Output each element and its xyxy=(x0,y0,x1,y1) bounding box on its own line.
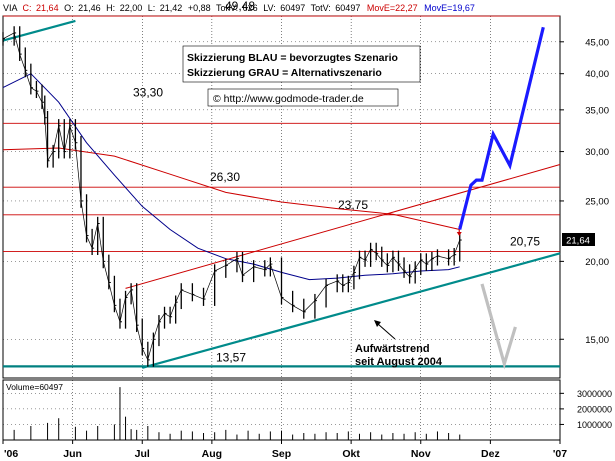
header-tokv-label: TokV: xyxy=(216,3,238,13)
volume-grid xyxy=(3,380,560,440)
header-totv-label: TotV: xyxy=(311,3,331,13)
time-tick-label: Jul xyxy=(135,448,150,460)
time-tick-label: Dez xyxy=(481,448,500,460)
moving-averages xyxy=(2,73,460,281)
price-tick-label: 25,00 xyxy=(585,196,609,207)
time-tick-label: Okt xyxy=(342,448,360,460)
trendline-upper-channel xyxy=(125,164,561,289)
time-tick-label: Jun xyxy=(63,448,82,460)
level-label: 26,30 xyxy=(210,170,240,184)
header-lv-value: 60497 xyxy=(280,3,305,13)
volume-axis: 1000000 2000000 3000000 xyxy=(560,389,612,430)
price-marker-icon xyxy=(456,232,462,237)
copyright-text: © http://www.godmode-trader.de xyxy=(213,93,364,105)
resistance-levels: 49,48 33,30 26,30 23,75 20,75 13,57 xyxy=(3,0,560,368)
header-high-value: 22,00 xyxy=(120,3,143,13)
volume-label: Volume=60497 xyxy=(6,382,63,392)
time-tick-label: Aug xyxy=(202,448,222,460)
header-readout: VIA C: 21,64 O: 21,46 H: 22,00 L: 21,42 … xyxy=(3,3,475,13)
current-price-box xyxy=(562,233,595,246)
level-label: 49,48 xyxy=(225,0,255,13)
trend-arrow-line xyxy=(377,323,396,340)
header-totv-value: 60497 xyxy=(335,3,360,13)
header-close-label: C: xyxy=(23,3,32,13)
scenario-grey-line xyxy=(480,283,517,370)
header-close-value: 21,64 xyxy=(36,3,59,13)
copyright-frame xyxy=(207,88,399,107)
volume-tick-label: 2000000 xyxy=(577,404,612,414)
time-tick-label: '07 xyxy=(553,448,567,460)
time-axis: '06 Jun Jul Aug Sep Okt Nov Dez '07 xyxy=(2,440,567,460)
legend-blue-text: Skizzierung BLAU = bevorzugtes Szenario xyxy=(187,52,398,64)
uptrend-annotation: Aufwärtstrend seit August 2004 xyxy=(355,320,443,368)
level-label: 13,57 xyxy=(216,350,246,364)
level-label: 23,75 xyxy=(338,198,368,212)
price-tick-label: 40,00 xyxy=(585,69,609,80)
current-price-badge: 21,64 xyxy=(562,233,595,247)
legend-box: Skizzierung BLAU = bevorzugtes Szenario … xyxy=(182,45,421,83)
header-move-blue: MovE=19,67 xyxy=(424,3,475,13)
trend-label-line2: seit August 2004 xyxy=(355,356,443,368)
scenarios xyxy=(456,26,545,370)
level-label: 33,30 xyxy=(133,85,163,99)
header-lv-label: LV: xyxy=(263,3,276,13)
trendline-uptrend xyxy=(141,252,561,369)
level-label: 20,75 xyxy=(510,234,540,248)
volume-tick-label: 3000000 xyxy=(577,389,612,399)
volume-tick-label: 1000000 xyxy=(577,420,612,430)
time-tick-label: Sep xyxy=(272,448,291,460)
price-bars xyxy=(2,26,462,367)
legend-frame xyxy=(182,45,421,83)
header-open-label: O: xyxy=(64,3,74,13)
time-tick-label: '06 xyxy=(4,448,18,460)
moving-average-line xyxy=(2,147,460,230)
trend-label-line1: Aufwärtstrend xyxy=(355,343,430,355)
time-tick-label: Nov xyxy=(411,448,431,460)
price-tick-label: 35,00 xyxy=(585,105,609,116)
header-low-label: L: xyxy=(148,3,156,13)
trend-arrow-icon xyxy=(374,320,381,327)
volume-bars xyxy=(13,387,461,440)
header-high-label: H: xyxy=(106,3,115,13)
scenario-blue-line xyxy=(458,26,545,230)
header-symbol: VIA xyxy=(3,3,18,13)
price-tick-label: 20,00 xyxy=(585,257,609,268)
price-tick-label: 30,00 xyxy=(585,147,609,158)
price-close-line xyxy=(2,32,461,361)
price-axis: 15,00 20,00 25,00 30,00 35,00 40,00 45,00 xyxy=(560,37,609,346)
svg-text:VIA C: 21,64: VIA C: 21,64 O: 21,46 H: 22,00 L: 21,42 … xyxy=(3,3,475,13)
price-tick-label: 45,00 xyxy=(585,37,609,48)
legend-grey-text: Skizzierung GRAU = Alternativszenario xyxy=(187,67,382,79)
copyright-box: © http://www.godmode-trader.de xyxy=(207,88,399,107)
header-low-value: 21,42 xyxy=(160,3,183,13)
header-open-value: 21,46 xyxy=(78,3,101,13)
current-price-label: 21,64 xyxy=(566,236,590,247)
header-tokv-value: 626 xyxy=(243,3,258,13)
price-tick-label: 15,00 xyxy=(585,335,609,346)
header-change-value: +0,88 xyxy=(188,3,211,13)
header-move-red: MovE=22,27 xyxy=(367,3,418,13)
moving-average-line xyxy=(2,73,460,281)
